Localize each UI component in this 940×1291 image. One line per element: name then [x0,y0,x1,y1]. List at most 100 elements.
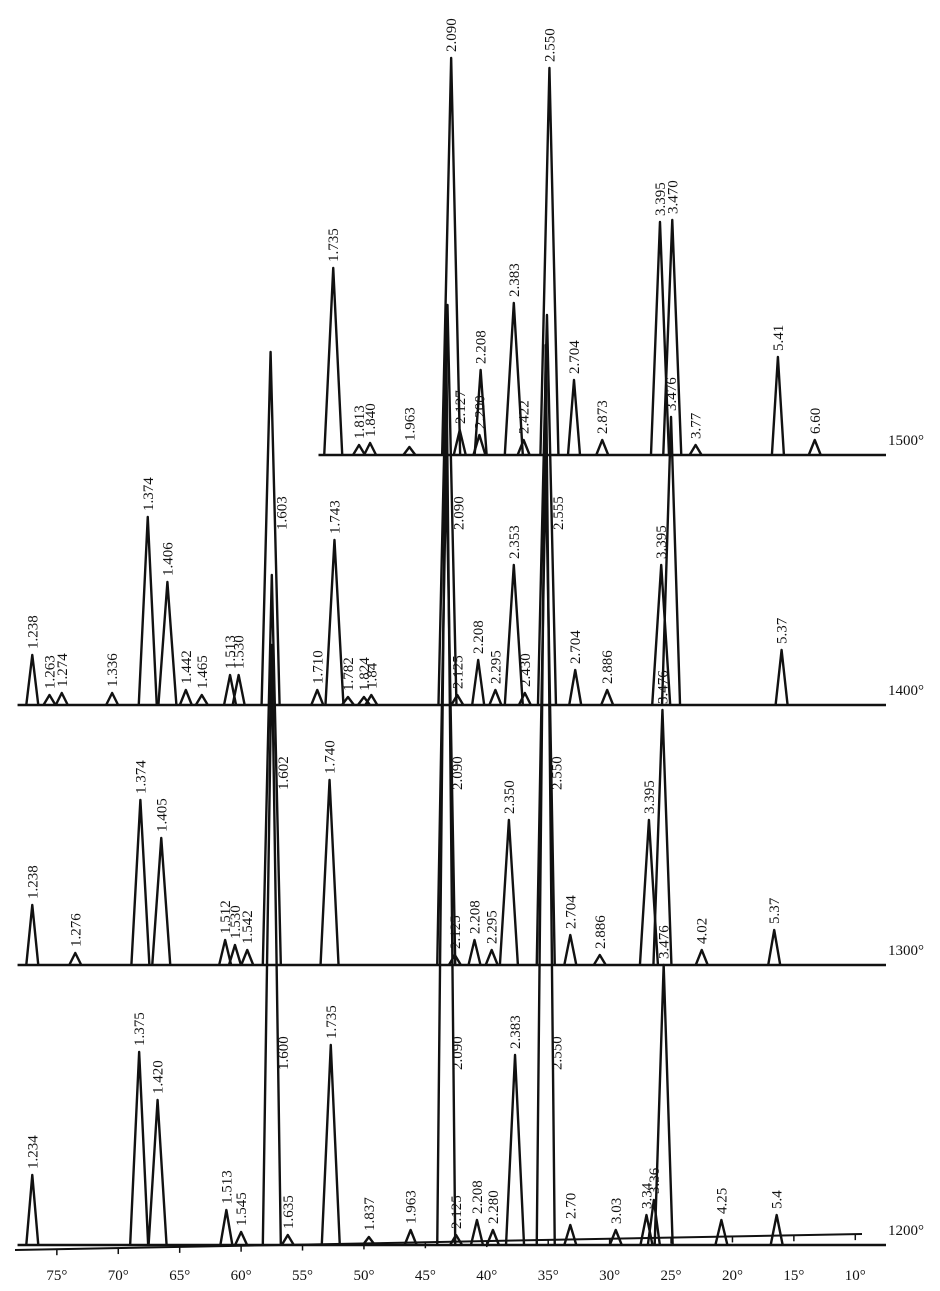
peak [105,691,120,706]
peak [151,836,172,966]
peak-label: 2.125 [449,1195,465,1229]
peak-label: 1.530 [232,635,248,669]
peak [646,1198,662,1246]
peak-label: 2.127 [453,390,469,424]
peak-label: 4.25 [714,1188,730,1214]
peak [767,928,782,966]
peak-label: 1.840 [363,403,379,437]
peak [231,673,246,706]
peak [54,691,69,706]
peak [440,56,462,456]
peak-label: 1.420 [151,1060,167,1094]
peak-label: 1.513 [223,635,239,669]
peak-label: 1.530 [228,905,244,939]
peak [639,1213,654,1246]
peak [536,313,558,706]
peak-label: 3.470 [665,180,681,214]
peak-label: 1.603 [275,496,291,530]
peak [653,963,674,1246]
x-tick-label: 55° [292,1268,313,1284]
peak [503,563,525,706]
peak [219,1208,234,1246]
peak-label: 2.090 [444,18,460,52]
peak-label: 2.208 [471,620,487,654]
peak-label: 2.295 [485,910,501,944]
peak [234,1230,249,1246]
peak [485,1228,501,1246]
peak-label: 6.60 [808,408,824,434]
peak [194,693,209,706]
peak-label: 2.886 [600,650,616,684]
peak-label: 2.200 [472,395,488,429]
peak-label: 1.465 [195,655,211,689]
peak-label: 2.125 [448,915,464,949]
peak [437,303,458,706]
peak [651,563,672,706]
peak [652,708,673,966]
peak-label: 2.550 [542,28,558,62]
trace-label: 1400° [888,683,924,699]
peak [436,463,457,966]
peak [42,693,57,706]
peak [130,798,151,966]
peak-label: 2.555 [551,496,567,530]
peak-label: 1.405 [154,798,170,832]
peak [503,301,525,456]
peak [452,428,467,456]
peak [498,818,520,966]
x-tick-label: 75° [46,1268,67,1284]
peak [517,691,532,706]
peak-label: 1.84 [364,662,380,689]
peak [484,948,499,966]
peak-label: 5.41 [771,325,787,351]
peak [25,1173,40,1246]
peak-label: 2.886 [593,915,609,949]
peak-label: 2.383 [507,263,523,297]
peak-label: 1.238 [25,865,41,899]
peak [473,368,488,456]
peak-label: 2.090 [451,496,467,530]
x-tick-label: 70° [108,1268,129,1284]
peak-label: 1.336 [105,653,121,687]
peak-label: 1.513 [219,1170,235,1204]
peak [504,1053,526,1246]
peak-label: 1.234 [25,1135,41,1169]
peak [516,438,531,456]
peak-label: 2.280 [486,1190,502,1224]
peak [649,220,671,456]
trace-label: 1500° [888,433,924,449]
peak [467,938,482,966]
peak [469,1218,485,1246]
peak [662,218,683,456]
peak-label: 2.353 [507,525,523,559]
peak-label: 1.602 [276,756,292,790]
peak [157,580,178,706]
peak [568,668,583,706]
peak [449,1233,464,1246]
peak-label: 1.374 [141,477,157,511]
peak-label: 3.476 [657,925,673,959]
peak [25,653,40,706]
peak [694,948,709,966]
peak-label: 1.600 [276,1036,292,1070]
x-tick-label: 50° [353,1268,374,1284]
peak-label: 1.782 [341,657,357,691]
peak-label: 1.837 [362,1197,378,1231]
peak [470,658,486,706]
peak [25,903,40,966]
peak-label: 2.090 [450,756,466,790]
peak-label: 1.263 [42,655,58,689]
peak-label: 2.70 [563,1193,579,1219]
peak [364,693,379,706]
peak [402,445,417,456]
peak [68,951,83,966]
peak-label: 2.350 [502,780,518,814]
peak-label: 1.743 [327,500,343,534]
peak-label: 2.704 [567,340,583,374]
peak [447,953,462,966]
peak-label: 2.208 [470,1180,486,1214]
peak-label: 1.512 [218,900,234,934]
peak-label: 2.873 [595,400,611,434]
peak [323,266,344,456]
peak [539,66,560,456]
